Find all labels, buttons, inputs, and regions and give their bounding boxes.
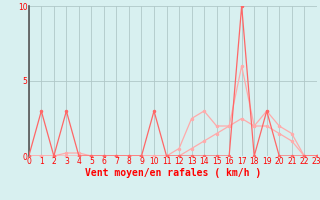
X-axis label: Vent moyen/en rafales ( km/h ): Vent moyen/en rafales ( km/h ) [85, 168, 261, 178]
